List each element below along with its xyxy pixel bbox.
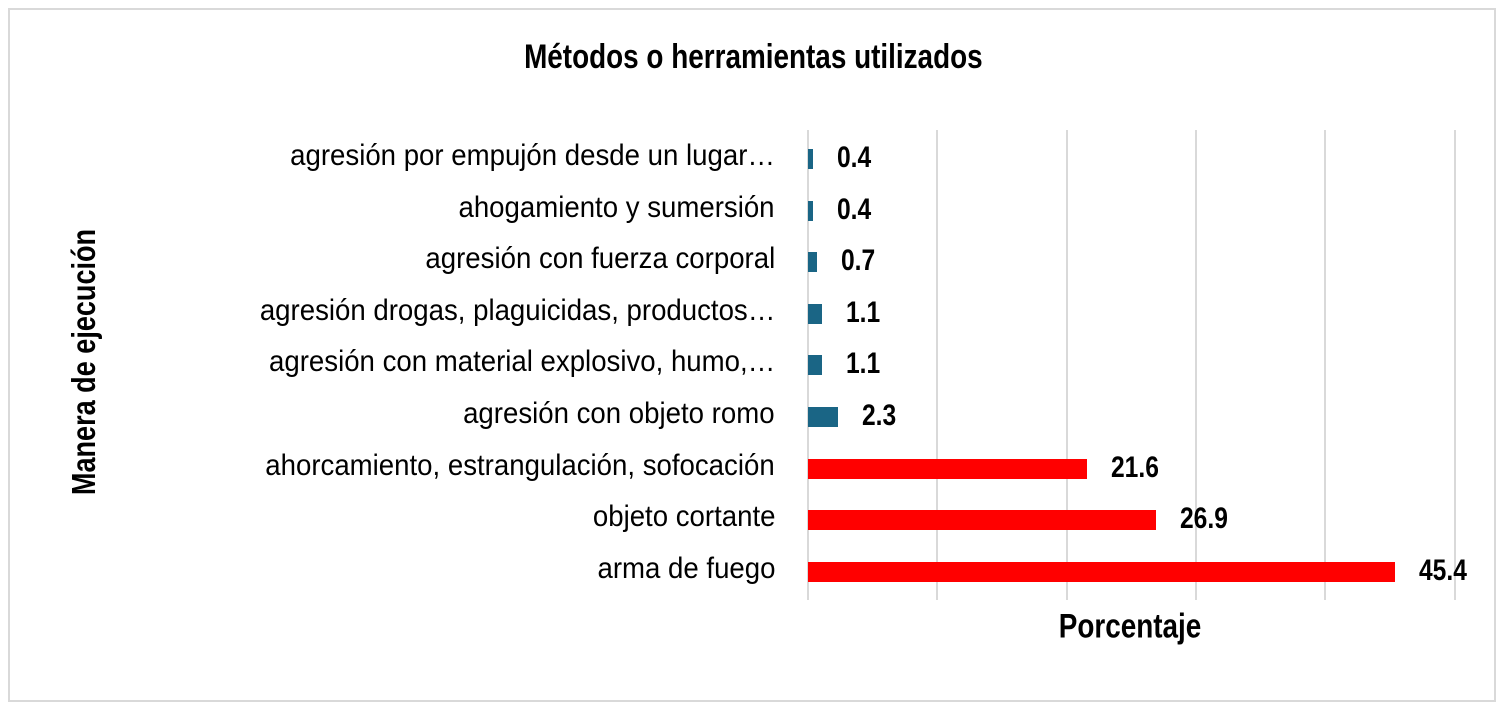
gridline	[1324, 130, 1327, 600]
bar	[808, 252, 818, 273]
gridline	[1065, 130, 1068, 600]
chart-title: Métodos o herramientas utilizados	[524, 38, 983, 76]
data-label: 1.1	[846, 347, 881, 381]
category-label: ahorcamiento, estrangulación, sofocación	[265, 448, 775, 482]
bar	[808, 561, 1396, 582]
gridline	[1194, 130, 1197, 600]
bar	[808, 407, 838, 427]
bar	[808, 510, 1156, 531]
category-label: agresión con material explosivo, humo,…	[268, 345, 775, 379]
category-label: objeto cortante	[592, 500, 775, 534]
bar	[808, 200, 814, 221]
bar	[808, 458, 1088, 479]
bar	[808, 149, 814, 169]
gridline	[936, 130, 939, 600]
bar	[808, 303, 823, 324]
category-label: ahogamiento y sumersión	[458, 190, 775, 224]
data-label: 2.3	[861, 399, 896, 432]
gridline	[1453, 130, 1456, 600]
x-axis-label: Porcentaje	[1058, 607, 1202, 646]
category-label: agresión por empujón desde un lugar…	[290, 139, 775, 172]
chart-frame	[8, 8, 1496, 702]
data-label: 0.4	[837, 192, 872, 226]
data-label: 26.9	[1179, 502, 1228, 536]
data-label: 0.7	[841, 244, 876, 278]
category-label: arma de fuego	[597, 551, 775, 585]
bar	[808, 355, 823, 376]
y-axis-label: Manera de ejecución	[65, 228, 102, 496]
data-label: 21.6	[1111, 450, 1160, 484]
category-label: agresión con fuerza corporal	[425, 242, 775, 276]
data-label: 0.4	[837, 141, 872, 174]
category-label: agresión con objeto romo	[463, 397, 775, 430]
data-label: 45.4	[1419, 553, 1467, 587]
data-label: 1.1	[846, 295, 881, 329]
category-label: agresión drogas, plaguicidas, productos…	[259, 293, 775, 327]
